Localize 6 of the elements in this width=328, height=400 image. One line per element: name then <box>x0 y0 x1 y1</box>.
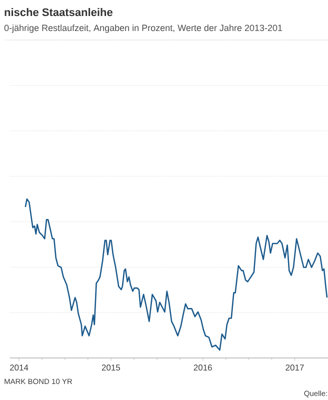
chart-subtitle: 0-jährige Restlaufzeit, Angaben in Prozent, Werte der Jahre 2013-201 <box>4 24 282 33</box>
x-tick-label: 2017 <box>286 364 304 371</box>
chart-title: nische Staatsanleihe <box>4 8 112 16</box>
x-tick-label: 2016 <box>194 364 212 371</box>
x-tick-label: 2015 <box>102 364 120 371</box>
x-tick-label: 2014 <box>10 364 28 371</box>
